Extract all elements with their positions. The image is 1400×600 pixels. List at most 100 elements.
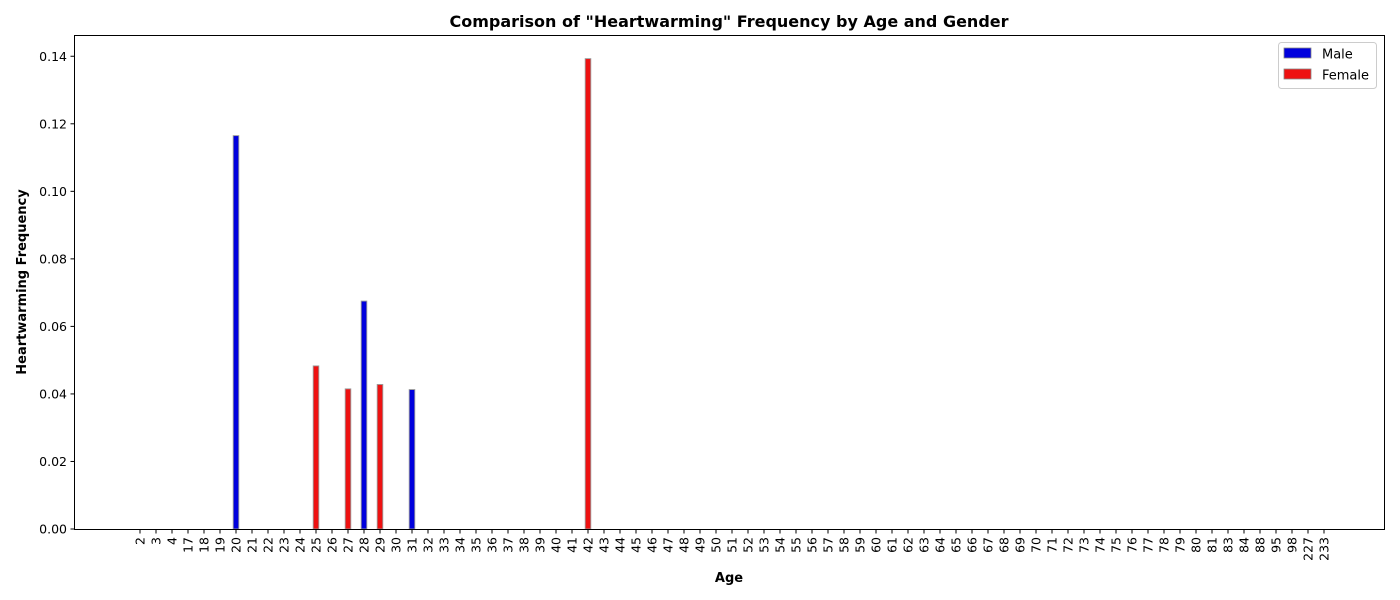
x-tick-label: 46: [645, 537, 660, 553]
bar-female-age-42: [584, 58, 592, 530]
x-tick-label: 62: [901, 537, 916, 553]
bar-female-age-25: [312, 365, 320, 530]
x-tick-label: 73: [1077, 537, 1092, 553]
y-tick-label: 0.06: [39, 319, 67, 334]
x-tick-label: 27: [341, 537, 356, 553]
x-tick-label: 41: [565, 537, 580, 553]
y-tick-label: 0.10: [39, 184, 67, 199]
x-tick-label: 81: [1205, 537, 1220, 553]
x-tick-label: 21: [245, 537, 260, 553]
legend: Male Female: [1278, 42, 1377, 89]
x-tick-label: 36: [485, 537, 500, 553]
x-tick-label: 59: [853, 537, 868, 553]
x-tick-label: 44: [613, 537, 628, 553]
x-tick-label: 37: [501, 537, 516, 553]
y-tick-label: 0.12: [39, 116, 67, 131]
x-tick-label: 19: [213, 537, 228, 553]
x-tick-label: 26: [325, 537, 340, 553]
x-axis-ticks: 2 3 4 17 18 19 20 21 22 23 24 25 26 27 28 29 30 31 32 33 34 3…: [133, 529, 1332, 561]
x-tick-label: 79: [1173, 537, 1188, 553]
x-tick-label: 43: [597, 537, 612, 553]
x-tick-label: 83: [1221, 537, 1236, 553]
x-tick-label: 76: [1125, 537, 1140, 553]
x-tick-label: 80: [1189, 537, 1204, 553]
x-tick-label: 77: [1141, 537, 1156, 553]
x-tick-label: 74: [1093, 537, 1108, 553]
plot-area-frame: [74, 35, 1385, 530]
y-tick-label: 0.02: [39, 454, 67, 469]
y-axis-ticks: 0.00 0.02 0.04 0.06 0.08 0.10 0.12 0.14: [39, 49, 75, 537]
x-tick-label: 54: [773, 537, 788, 553]
x-tick-label: 88: [1253, 537, 1268, 553]
x-tick-label: 233: [1317, 537, 1332, 561]
x-tick-label: 56: [805, 537, 820, 553]
x-tick-label: 66: [965, 537, 980, 553]
x-tick-label: 51: [725, 537, 740, 553]
y-tick-label: 0.08: [39, 251, 67, 266]
x-tick-label: 75: [1109, 537, 1124, 553]
x-tick-label: 24: [293, 537, 308, 553]
x-tick-label: 55: [789, 537, 804, 553]
x-tick-label: 34: [453, 537, 468, 553]
x-tick-label: 65: [949, 537, 964, 553]
x-tick-label: 25: [309, 537, 324, 553]
y-tick-label: 0.04: [39, 386, 67, 401]
x-tick-label: 35: [469, 537, 484, 553]
x-tick-label: 17: [181, 537, 196, 553]
x-tick-label: 32: [421, 537, 436, 553]
x-tick-label: 84: [1237, 537, 1252, 553]
x-tick-label: 47: [661, 537, 676, 553]
x-tick-label: 98: [1285, 537, 1300, 553]
x-tick-label: 4: [165, 537, 180, 545]
x-tick-label: 63: [917, 537, 932, 553]
bar-female-age-29: [376, 384, 384, 530]
x-tick-label: 60: [869, 537, 884, 553]
x-tick-label: 38: [517, 537, 532, 553]
x-tick-label: 42: [581, 537, 596, 553]
x-tick-label: 29: [373, 537, 388, 553]
x-tick-label: 68: [997, 537, 1012, 553]
x-tick-label: 40: [549, 537, 564, 553]
x-tick-label: 48: [677, 537, 692, 553]
x-tick-label: 71: [1045, 537, 1060, 553]
x-tick-label: 61: [885, 537, 900, 553]
bars-layer: [232, 58, 592, 530]
x-tick-label: 227: [1301, 537, 1316, 561]
legend-swatch-female: [1283, 68, 1312, 80]
x-tick-label: 58: [837, 537, 852, 553]
legend-label-male: Male: [1322, 48, 1353, 63]
x-tick-label: 23: [277, 537, 292, 553]
x-tick-label: 3: [149, 537, 164, 545]
x-tick-label: 45: [629, 537, 644, 553]
x-tick-label: 64: [933, 537, 948, 553]
x-tick-label: 39: [533, 537, 548, 553]
x-tick-label: 53: [757, 537, 772, 553]
x-tick-label: 72: [1061, 537, 1076, 553]
legend-swatch-male: [1283, 47, 1312, 59]
legend-label-female: Female: [1322, 69, 1369, 84]
x-tick-label: 70: [1029, 537, 1044, 553]
x-tick-label: 20: [229, 537, 244, 553]
x-tick-label: 57: [821, 537, 836, 553]
x-tick-label: 52: [741, 537, 756, 553]
y-axis-label: Heartwarming Frequency: [15, 189, 30, 375]
x-tick-label: 28: [357, 537, 372, 553]
bar-male-age-20: [232, 135, 240, 530]
x-tick-label: 30: [389, 537, 404, 553]
y-tick-label: 0.00: [39, 522, 67, 537]
x-tick-label: 69: [1013, 537, 1028, 553]
x-tick-label: 67: [981, 537, 996, 553]
y-tick-label: 0.14: [39, 49, 67, 64]
x-axis-label: Age: [715, 571, 743, 586]
bar-male-age-28: [360, 300, 368, 530]
x-tick-label: 33: [437, 537, 452, 553]
bar-male-age-31: [408, 389, 416, 530]
chart-title: Comparison of "Heartwarming" Frequency b…: [449, 12, 1008, 31]
x-tick-label: 78: [1157, 537, 1172, 553]
x-tick-label: 50: [709, 537, 724, 553]
bar-female-age-27: [344, 388, 352, 530]
x-tick-label: 22: [261, 537, 276, 553]
x-tick-label: 31: [405, 537, 420, 553]
x-tick-label: 95: [1269, 537, 1284, 553]
